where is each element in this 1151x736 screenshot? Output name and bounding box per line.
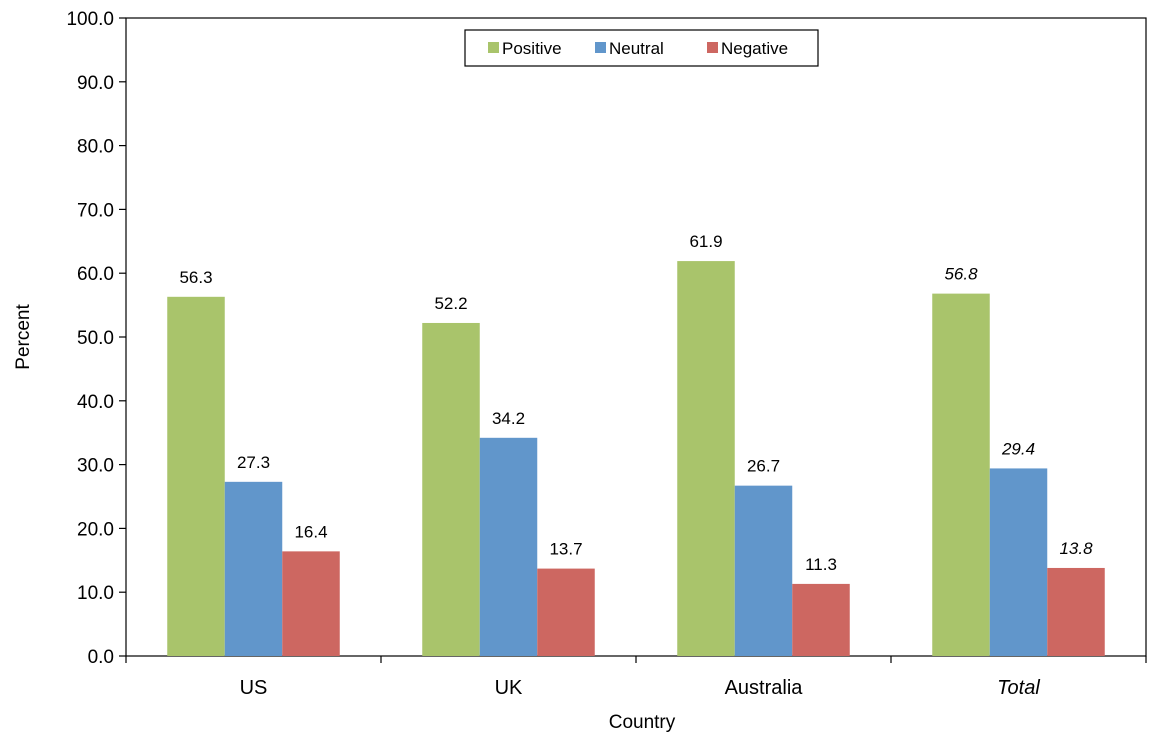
y-tick-label: 60.0 bbox=[77, 264, 114, 285]
y-tick-label: 90.0 bbox=[77, 73, 114, 94]
y-tick-label: 80.0 bbox=[77, 137, 114, 158]
x-tick-label: Total bbox=[997, 677, 1040, 699]
y-tick-label: 40.0 bbox=[77, 392, 114, 413]
y-tick-label: 10.0 bbox=[77, 583, 114, 604]
bar-negative bbox=[1047, 567, 1105, 656]
y-tick-label: 0.0 bbox=[88, 647, 114, 668]
y-tick-label: 100.0 bbox=[66, 9, 114, 30]
data-label: 13.7 bbox=[549, 540, 582, 559]
legend-swatch bbox=[595, 42, 606, 53]
data-label: 56.3 bbox=[179, 268, 212, 287]
bar-neutral bbox=[989, 468, 1048, 656]
data-label: 26.7 bbox=[747, 457, 780, 476]
bar-positive bbox=[422, 322, 480, 656]
data-label: 56.8 bbox=[944, 265, 978, 284]
data-label: 29.4 bbox=[1001, 439, 1035, 458]
y-axis-title: Percent bbox=[13, 304, 34, 370]
bar-neutral bbox=[224, 481, 283, 656]
y-tick-label: 20.0 bbox=[77, 519, 114, 540]
legend-box bbox=[464, 29, 819, 67]
x-tick-label: US bbox=[240, 677, 268, 699]
y-tick-label: 50.0 bbox=[77, 328, 114, 349]
bar-negative bbox=[282, 551, 340, 656]
legend-label: Positive bbox=[502, 39, 562, 58]
data-label: 52.2 bbox=[434, 294, 467, 313]
bar-neutral bbox=[479, 437, 538, 656]
legend-swatch bbox=[707, 42, 718, 53]
data-label: 61.9 bbox=[689, 232, 722, 251]
y-axis: 0.0 10.0 20.0 30.0 40.0 50.0 60.0 70.0 80.0 90.0 1… bbox=[66, 9, 126, 668]
y-tick-label: 70.0 bbox=[77, 200, 114, 221]
data-label: 27.3 bbox=[237, 453, 270, 472]
bars bbox=[167, 261, 1105, 656]
y-tick-label: 30.0 bbox=[77, 456, 114, 477]
legend-label: Negative bbox=[721, 39, 788, 58]
bar-negative bbox=[792, 583, 850, 656]
x-tick-label: Australia bbox=[725, 677, 804, 699]
x-tick-label: UK bbox=[495, 677, 523, 699]
bar-neutral bbox=[734, 485, 793, 656]
bar-positive bbox=[932, 293, 990, 656]
data-label: 34.2 bbox=[492, 409, 525, 428]
x-axis: US UK Australia Total bbox=[125, 656, 1147, 699]
data-label: 11.3 bbox=[805, 555, 837, 574]
legend-label: Neutral bbox=[609, 39, 664, 58]
data-label: 16.4 bbox=[294, 522, 327, 541]
legend-swatch bbox=[488, 42, 499, 53]
bar-positive bbox=[677, 261, 735, 656]
data-label: 13.8 bbox=[1059, 539, 1093, 558]
data-labels: 56.3 27.3 16.4 52.2 34.2 13.7 61.9 26.7 11.3 56.8… bbox=[179, 232, 1093, 574]
bar-positive bbox=[167, 296, 225, 656]
x-axis-title: Country bbox=[609, 712, 676, 733]
bar-negative bbox=[537, 568, 595, 656]
legend: Positive Neutral Negative bbox=[464, 29, 819, 67]
